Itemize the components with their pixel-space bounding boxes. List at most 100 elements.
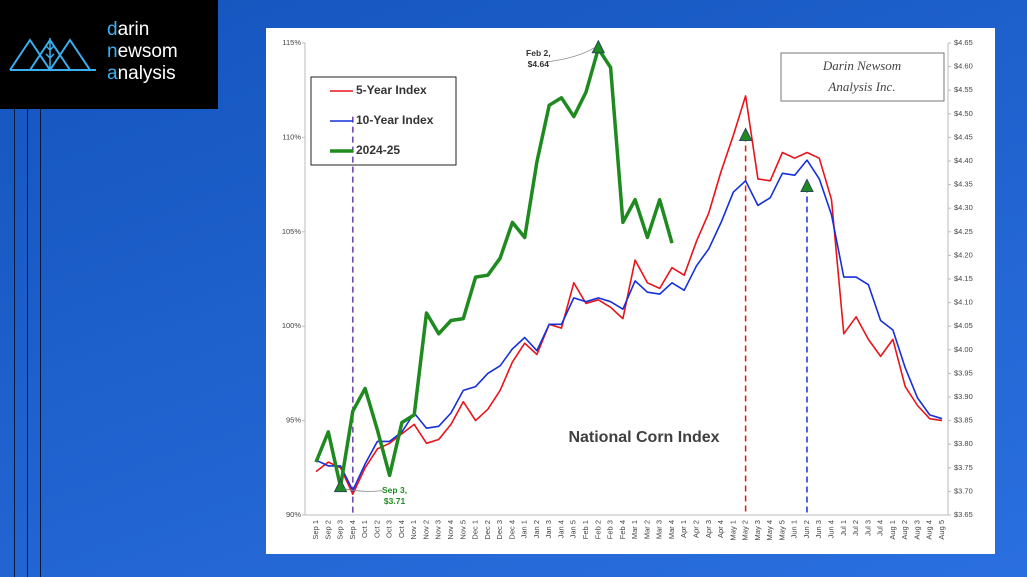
x-tick-label: Jan 2 — [532, 520, 541, 538]
x-tick-label: Dec 2 — [483, 520, 492, 540]
x-tick-label: Sep 4 — [348, 520, 357, 540]
y2-tick-label: $4.25 — [954, 227, 973, 236]
annotation-leader — [344, 488, 383, 492]
x-tick-label: Nov 1 — [409, 520, 418, 540]
y-tick-label: 95% — [286, 416, 301, 425]
divider — [14, 109, 15, 577]
y-tick-label: 100% — [282, 321, 302, 330]
x-tick-label: Nov 3 — [434, 520, 443, 540]
y2-tick-label: $3.80 — [954, 439, 973, 448]
x-tick-label: Aug 3 — [912, 520, 921, 540]
annotation-text: $4.64 — [528, 59, 550, 69]
annotation-marker — [333, 478, 348, 493]
x-tick-label: Mar 3 — [655, 520, 664, 539]
marker — [738, 127, 753, 142]
y2-tick-label: $4.45 — [954, 132, 973, 141]
x-tick-label: Oct 2 — [372, 520, 381, 538]
x-tick-label: May 2 — [741, 520, 750, 540]
annotation-marker — [591, 39, 606, 54]
x-tick-label: May 3 — [753, 520, 762, 540]
logo-word: analysis — [107, 63, 176, 84]
x-tick-label: Dec 1 — [471, 520, 480, 540]
annotation-text: $3.71 — [384, 496, 406, 506]
legend-label: 10-Year Index — [356, 113, 434, 127]
y2-tick-label: $4.20 — [954, 250, 973, 259]
x-tick-label: Jun 4 — [827, 520, 836, 538]
x-tick-label: Apr 4 — [716, 520, 725, 538]
y2-tick-label: $3.95 — [954, 368, 973, 377]
x-tick-label: Jan 5 — [569, 520, 578, 538]
series-line — [315, 95, 943, 495]
x-tick-label: Aug 4 — [925, 520, 934, 540]
logo-icon — [9, 38, 96, 71]
x-tick-label: Jul 2 — [851, 520, 860, 536]
x-tick-label: Dec 4 — [507, 520, 516, 540]
y2-tick-label: $4.15 — [954, 274, 973, 283]
x-tick-label: May 5 — [777, 520, 786, 540]
y2-tick-label: $4.60 — [954, 62, 973, 71]
legend-label: 5-Year Index — [356, 83, 427, 97]
x-tick-label: Sep 2 — [323, 520, 332, 540]
x-tick-label: Aug 1 — [888, 520, 897, 540]
series-line — [315, 159, 943, 492]
y-tick-label: 105% — [282, 227, 302, 236]
x-tick-label: Nov 2 — [421, 520, 430, 540]
logo-word: darin — [107, 19, 150, 40]
x-tick-label: Sep 1 — [311, 520, 320, 540]
x-tick-label: Jun 2 — [802, 520, 811, 538]
x-tick-label: May 1 — [728, 520, 737, 540]
x-tick-label: Jan 1 — [520, 520, 529, 538]
annotation-text: Sep 3, — [382, 485, 407, 495]
x-tick-label: Oct 3 — [385, 520, 394, 538]
marker — [800, 178, 814, 192]
chart-title: National Corn Index — [568, 429, 719, 446]
x-tick-label: Apr 3 — [704, 520, 713, 538]
x-tick-label: Dec 3 — [495, 520, 504, 540]
y2-tick-label: $3.65 — [954, 510, 973, 519]
x-tick-label: Sep 3 — [336, 520, 345, 540]
x-tick-label: Nov 4 — [446, 520, 455, 540]
y2-tick-label: $3.75 — [954, 463, 973, 472]
y2-tick-label: $4.55 — [954, 85, 973, 94]
x-tick-label: Mar 2 — [642, 520, 651, 539]
x-tick-label: Jun 1 — [790, 520, 799, 538]
x-tick-label: Feb 4 — [618, 520, 627, 539]
x-tick-label: Oct 1 — [360, 520, 369, 538]
x-tick-label: Feb 1 — [581, 520, 590, 539]
x-tick-label: Mar 1 — [630, 520, 639, 539]
y2-tick-label: $4.00 — [954, 345, 973, 354]
x-tick-label: May 4 — [765, 520, 774, 540]
x-tick-label: Feb 3 — [606, 520, 615, 539]
y-tick-label: 115% — [282, 38, 301, 47]
series-line — [314, 46, 674, 489]
x-tick-label: Feb 2 — [593, 520, 602, 539]
x-tick-label: Jul 1 — [839, 520, 848, 536]
watermark-box — [780, 52, 945, 102]
logo-word: newsom — [107, 41, 178, 62]
y2-tick-label: $4.65 — [954, 38, 973, 47]
y2-tick-label: $4.40 — [954, 156, 973, 165]
x-tick-label: Nov 5 — [458, 520, 467, 540]
watermark: Analysis Inc. — [827, 79, 895, 94]
x-tick-label: Apr 2 — [691, 520, 700, 538]
y2-tick-label: $3.90 — [954, 392, 973, 401]
divider — [27, 109, 28, 577]
divider — [40, 109, 41, 577]
x-tick-label: Jan 3 — [544, 520, 553, 538]
x-tick-label: Jun 3 — [814, 520, 823, 538]
y2-tick-label: $4.10 — [954, 298, 973, 307]
x-tick-label: Mar 4 — [667, 520, 676, 539]
y2-tick-label: $3.70 — [954, 486, 973, 495]
x-tick-label: Aug 2 — [900, 520, 909, 540]
x-tick-label: Oct 4 — [397, 520, 406, 538]
legend-label: 2024-25 — [356, 143, 400, 157]
y2-tick-label: $3.85 — [954, 416, 973, 425]
y2-tick-label: $4.50 — [954, 109, 973, 118]
annotation-text: Feb 2, — [526, 48, 551, 58]
y2-tick-label: $4.35 — [954, 180, 973, 189]
x-tick-label: Apr 1 — [679, 520, 688, 538]
watermark: Darin Newsom — [822, 58, 901, 73]
logo: darin newsom analysis — [0, 0, 218, 109]
